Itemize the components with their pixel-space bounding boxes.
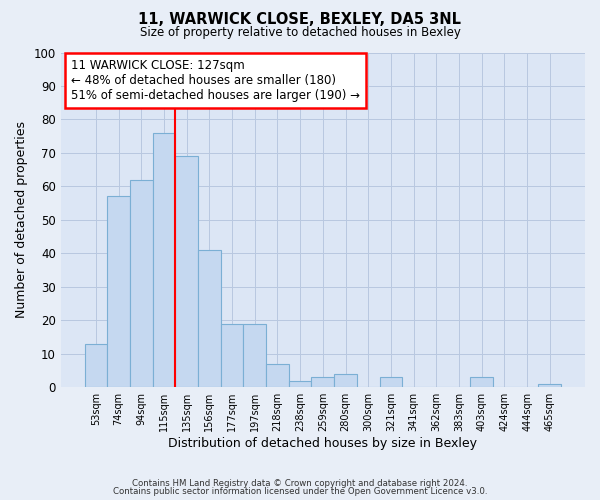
Bar <box>175 156 198 387</box>
Bar <box>470 377 493 387</box>
Bar <box>289 380 311 387</box>
Bar <box>85 344 107 387</box>
Bar <box>221 324 244 387</box>
Bar <box>334 374 357 387</box>
Text: Contains HM Land Registry data © Crown copyright and database right 2024.: Contains HM Land Registry data © Crown c… <box>132 478 468 488</box>
Bar <box>107 196 130 387</box>
Bar <box>152 133 175 387</box>
Y-axis label: Number of detached properties: Number of detached properties <box>15 122 28 318</box>
X-axis label: Distribution of detached houses by size in Bexley: Distribution of detached houses by size … <box>169 437 478 450</box>
Bar <box>266 364 289 387</box>
Bar <box>380 377 402 387</box>
Text: 11, WARWICK CLOSE, BEXLEY, DA5 3NL: 11, WARWICK CLOSE, BEXLEY, DA5 3NL <box>139 12 461 28</box>
Bar <box>198 250 221 387</box>
Text: Size of property relative to detached houses in Bexley: Size of property relative to detached ho… <box>140 26 460 39</box>
Bar <box>130 180 152 387</box>
Text: Contains public sector information licensed under the Open Government Licence v3: Contains public sector information licen… <box>113 487 487 496</box>
Text: 11 WARWICK CLOSE: 127sqm
← 48% of detached houses are smaller (180)
51% of semi-: 11 WARWICK CLOSE: 127sqm ← 48% of detach… <box>71 59 360 102</box>
Bar <box>538 384 561 387</box>
Bar <box>244 324 266 387</box>
Bar <box>311 377 334 387</box>
